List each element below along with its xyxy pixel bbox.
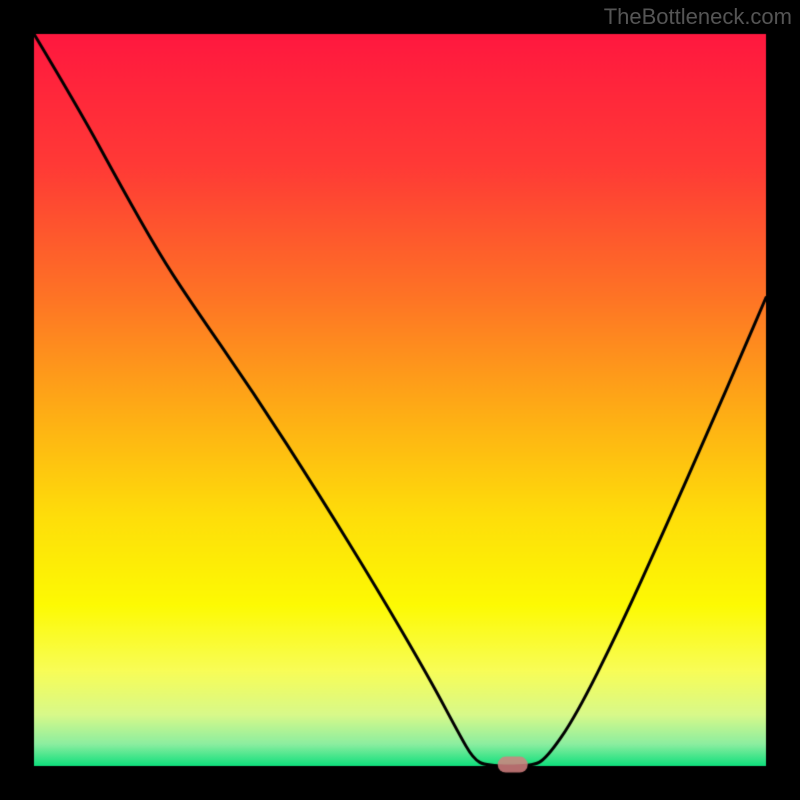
bottleneck-chart-canvas: [0, 0, 800, 800]
chart-frame: TheBottleneck.com: [0, 0, 800, 800]
